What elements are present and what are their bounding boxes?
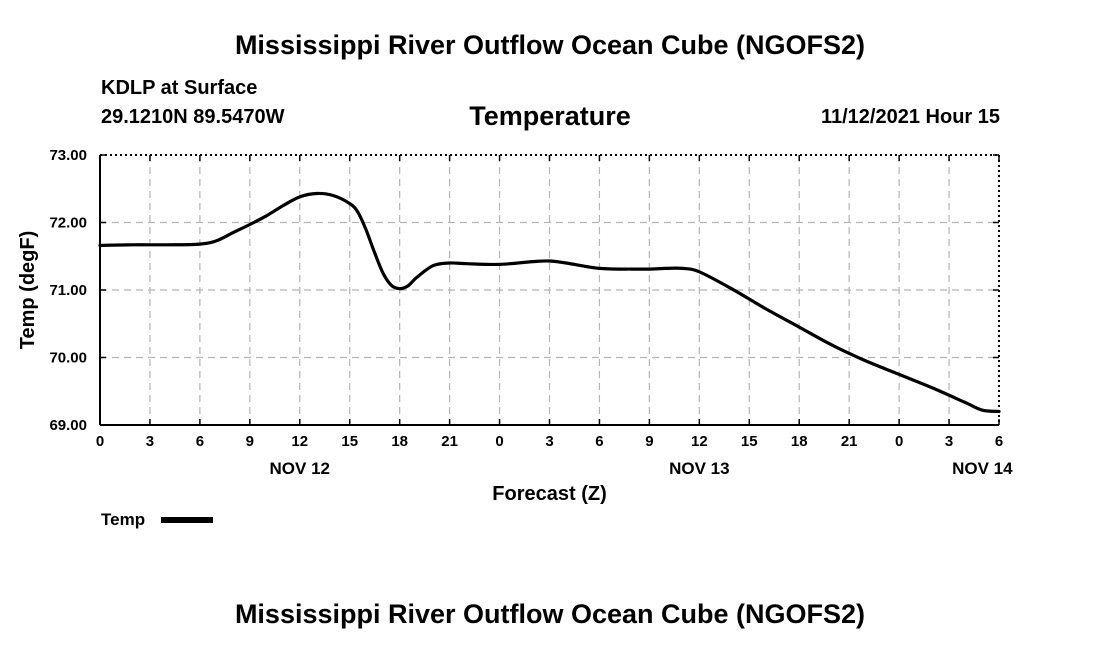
x-tick-label: 6 — [196, 433, 204, 450]
x-axis-title: Forecast (Z) — [492, 483, 606, 505]
x-day-label: NOV 13 — [669, 459, 729, 478]
station-label: KDLP at Surface — [101, 77, 258, 99]
x-tick-label: 0 — [96, 433, 104, 450]
x-tick-label: 6 — [595, 433, 603, 450]
x-tick-label: 0 — [895, 433, 903, 450]
x-tick-label: 12 — [691, 433, 708, 450]
x-day-label: NOV 14 — [952, 459, 1013, 478]
x-tick-label: 15 — [741, 433, 758, 450]
main-title: Mississippi River Outflow Ocean Cube (NG… — [234, 30, 866, 60]
y-tick-label: 70.00 — [49, 350, 87, 367]
x-tick-label: 3 — [945, 433, 953, 450]
x-tick-label: 21 — [841, 433, 858, 450]
y-tick-label: 71.00 — [49, 282, 87, 299]
x-tick-label: 21 — [441, 433, 458, 450]
x-tick-label: 9 — [246, 433, 254, 450]
x-tick-label: 3 — [146, 433, 154, 450]
y-tick-label: 72.00 — [49, 215, 87, 232]
x-tick-label: 18 — [391, 433, 408, 450]
y-axis-title: Temp (degF) — [17, 231, 39, 350]
x-tick-label: 3 — [545, 433, 553, 450]
x-tick-label: 12 — [291, 433, 308, 450]
legend-label: Temp — [101, 510, 146, 529]
x-day-label: NOV 12 — [270, 459, 330, 478]
y-tick-label: 69.00 — [49, 417, 87, 434]
x-tick-label: 6 — [995, 433, 1003, 450]
footer-title: Mississippi River Outflow Ocean Cube (NG… — [234, 599, 866, 629]
x-tick-label: 0 — [495, 433, 503, 450]
x-tick-label: 9 — [645, 433, 653, 450]
x-tick-label: 18 — [791, 433, 808, 450]
series-line-temp — [98, 191, 1001, 414]
station-coordinates: 29.1210N 89.5470W — [101, 106, 285, 128]
x-tick-label: 15 — [341, 433, 358, 450]
legend-line-swatch — [161, 517, 213, 523]
forecast-timestamp: 11/12/2021 Hour 15 — [820, 106, 1000, 128]
y-tick-label: 73.00 — [49, 147, 87, 164]
chart-title: Temperature — [469, 101, 631, 131]
